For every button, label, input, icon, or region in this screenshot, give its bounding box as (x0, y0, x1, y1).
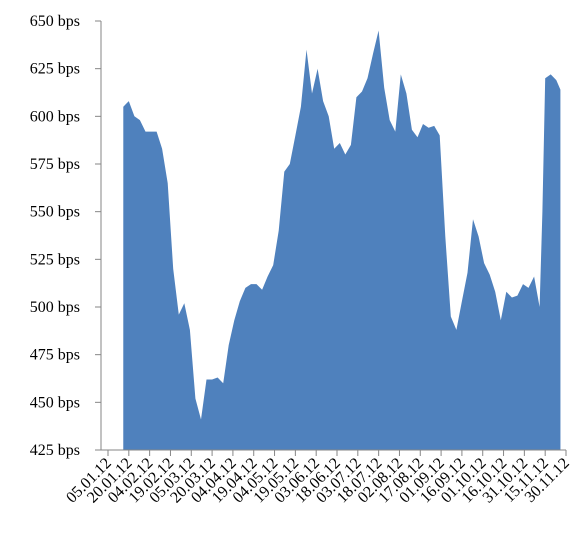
y-tick-label: 425 bps (30, 442, 80, 459)
y-tick-label: 450 bps (30, 394, 80, 411)
y-tick-label: 500 bps (30, 299, 80, 316)
y-tick-label: 575 bps (30, 156, 80, 173)
y-tick-label: 650 bps (30, 13, 80, 30)
y-tick-label: 600 bps (30, 108, 80, 125)
area (123, 30, 561, 450)
y-tick-label: 550 bps (30, 204, 80, 221)
y-tick-label: 475 bps (30, 347, 80, 364)
y-tick-label: 625 bps (30, 61, 80, 78)
y-tick-label: 525 bps (30, 251, 80, 268)
